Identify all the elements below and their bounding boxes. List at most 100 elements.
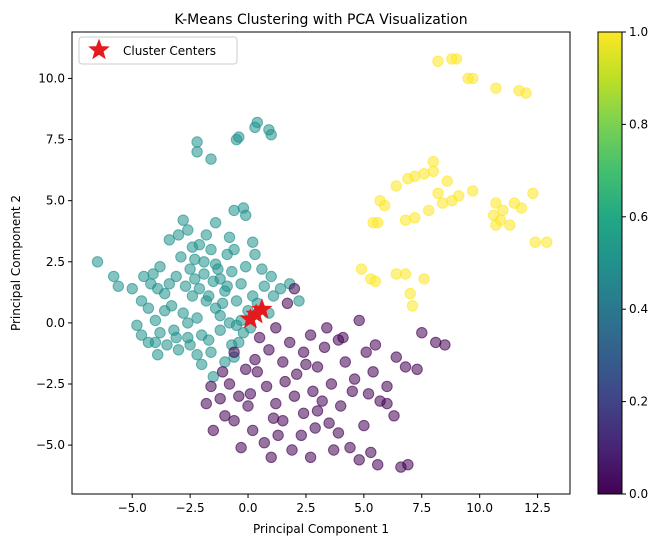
- data-point: [177, 307, 189, 319]
- data-point: [198, 256, 210, 268]
- data-point: [467, 72, 479, 85]
- data-point: [309, 422, 321, 434]
- data-point: [379, 199, 391, 212]
- data-point: [348, 373, 361, 385]
- data-point: [270, 397, 282, 410]
- data-point: [355, 263, 368, 275]
- data-point: [372, 459, 384, 471]
- y-tick-label: −5.0: [36, 438, 65, 452]
- data-point: [265, 270, 277, 283]
- plot-frame: [71, 31, 571, 495]
- data-point: [297, 346, 310, 358]
- data-point: [293, 295, 305, 307]
- data-point: [423, 204, 435, 217]
- y-axis-ticks: −5.0 −2.5 0.0 2.5 5.0 7.5 10.0: [36, 71, 72, 452]
- data-point: [184, 339, 196, 351]
- data-point: [297, 407, 310, 419]
- data-point: [390, 351, 402, 363]
- data-point: [205, 243, 217, 256]
- data-point: [432, 55, 444, 67]
- legend-entry-cluster-centers: Cluster Centers: [123, 44, 216, 58]
- data-point: [186, 290, 199, 302]
- data-point: [251, 116, 263, 129]
- data-point: [184, 263, 196, 275]
- data-point: [182, 317, 194, 329]
- data-point: [304, 329, 317, 341]
- data-point: [230, 295, 243, 307]
- data-point: [258, 280, 270, 292]
- y-tick-label: 7.5: [46, 133, 65, 147]
- data-point: [372, 217, 384, 229]
- data-point: [163, 278, 176, 290]
- data-point: [527, 187, 539, 200]
- data-point: [439, 339, 451, 351]
- data-point: [203, 334, 215, 346]
- y-tick-label: 10.0: [38, 71, 65, 85]
- colorbar-tick-label: 0.8: [629, 117, 648, 131]
- x-tick-label: 12.5: [524, 501, 551, 515]
- x-tick-label: 5.0: [354, 501, 373, 515]
- data-point: [205, 380, 217, 393]
- data-point: [212, 263, 224, 275]
- data-point: [274, 283, 287, 295]
- data-point: [411, 363, 423, 375]
- x-tick-label: 2.5: [296, 501, 315, 515]
- data-point: [365, 446, 377, 459]
- x-tick-label: 10.0: [466, 501, 493, 515]
- data-point: [490, 82, 502, 94]
- data-point: [399, 214, 412, 226]
- data-point: [205, 153, 217, 165]
- data-point: [295, 429, 307, 441]
- data-point: [520, 87, 532, 99]
- data-point: [367, 366, 379, 378]
- data-point: [172, 229, 185, 241]
- data-point: [205, 346, 217, 358]
- data-point: [321, 322, 333, 334]
- data-point: [200, 397, 213, 410]
- data-point: [346, 385, 358, 397]
- data-point: [436, 197, 449, 209]
- data-point: [191, 136, 203, 148]
- data-point: [399, 268, 412, 280]
- data-point: [450, 53, 463, 65]
- data-point: [112, 280, 125, 292]
- data-point: [147, 268, 159, 280]
- x-tick-label: 0.0: [238, 501, 257, 515]
- data-point: [228, 415, 240, 427]
- data-point: [339, 356, 351, 368]
- colorbar-gradient: [597, 31, 623, 495]
- y-tick-label: 0.0: [46, 316, 65, 330]
- scatter-points: [91, 53, 553, 473]
- data-point: [441, 175, 453, 187]
- data-point: [214, 324, 226, 336]
- data-point: [508, 197, 521, 209]
- data-point: [427, 155, 439, 168]
- data-point: [189, 273, 201, 285]
- data-point: [198, 268, 210, 280]
- data-point: [323, 417, 335, 429]
- data-point: [135, 295, 148, 307]
- colorbar: 0.0 0.2 0.4 0.6 0.8 1.0: [597, 25, 648, 501]
- data-point: [149, 336, 162, 349]
- data-point: [233, 390, 245, 402]
- data-point: [311, 405, 324, 417]
- data-point: [223, 231, 236, 244]
- data-point: [163, 234, 176, 246]
- data-point: [300, 358, 312, 371]
- data-point: [228, 346, 240, 358]
- data-point: [219, 356, 231, 368]
- x-axis-ticks: −5.0 −2.5 0.0 2.5 5.0 7.5 10.0 12.5: [118, 494, 551, 515]
- colorbar-tick-label: 0.6: [629, 210, 648, 224]
- data-point: [235, 278, 247, 290]
- data-point: [172, 344, 185, 356]
- data-point: [270, 322, 282, 334]
- data-point: [369, 275, 382, 287]
- data-point: [504, 219, 516, 231]
- y-tick-label: 5.0: [46, 194, 65, 208]
- data-point: [244, 388, 257, 400]
- data-point: [416, 327, 428, 339]
- data-point: [258, 437, 270, 449]
- data-point: [325, 378, 338, 390]
- data-point: [288, 390, 301, 402]
